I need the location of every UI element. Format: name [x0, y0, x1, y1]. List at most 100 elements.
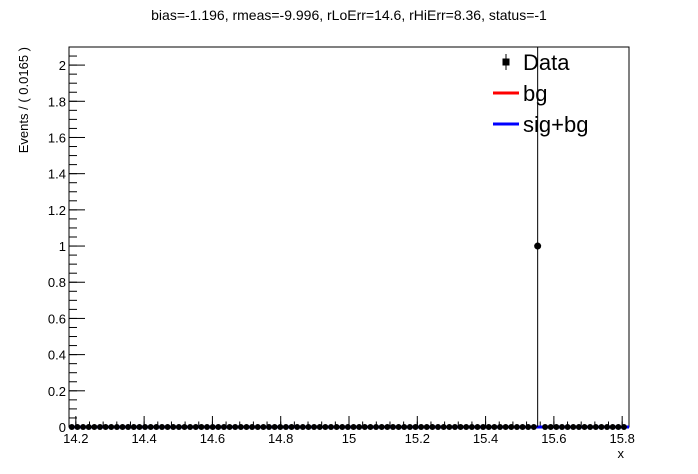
data-point-zero — [311, 424, 318, 430]
legend-label: Data — [523, 50, 570, 75]
data-point-zero — [266, 424, 273, 430]
x-tick-label: 15 — [342, 431, 356, 446]
data-point-zero — [130, 424, 137, 430]
data-point-zero — [356, 424, 363, 430]
data-point-zero — [553, 424, 560, 430]
data-point-zero — [480, 424, 487, 430]
data-point-zero — [68, 424, 75, 430]
data-point-zero — [119, 424, 126, 430]
data-point-zero — [525, 424, 532, 430]
data-point-zero — [80, 424, 87, 430]
data-point-zero — [440, 424, 447, 430]
data-point-zero — [170, 424, 177, 430]
y-tick-label: 0 — [59, 420, 66, 435]
data-point-zero — [401, 424, 408, 430]
y-tick-label: 0.6 — [48, 311, 66, 326]
y-tick-label: 1.8 — [48, 94, 66, 109]
data-point-zero — [451, 424, 458, 430]
data-point-zero — [316, 424, 323, 430]
data-point-zero — [158, 424, 165, 430]
data-point-zero — [395, 424, 402, 430]
y-tick-label: 0.4 — [48, 348, 66, 363]
data-point-zero — [181, 424, 188, 430]
data-point-zero — [327, 424, 334, 430]
data-point-zero — [457, 424, 464, 430]
legend-label: bg — [523, 81, 547, 106]
data-point-zero — [294, 424, 301, 430]
legend-label: sig+bg — [523, 112, 588, 137]
data-point-zero — [497, 424, 504, 430]
data-point-zero — [260, 424, 267, 430]
data-point-zero — [468, 424, 475, 430]
data-point-zero — [74, 424, 81, 430]
data-point-zero — [215, 424, 222, 430]
data-point-zero — [373, 424, 380, 430]
y-tick-label: 2 — [59, 58, 66, 73]
data-point-zero — [243, 424, 250, 430]
data-point-zero — [254, 424, 261, 430]
data-point-zero — [575, 424, 582, 430]
data-point-zero — [570, 424, 577, 430]
data-point-zero — [164, 424, 171, 430]
data-point-zero — [620, 424, 627, 430]
data-point-zero — [249, 424, 256, 430]
data-point-zero — [153, 424, 160, 430]
data-point-zero — [519, 424, 526, 430]
data-point-zero — [271, 424, 278, 430]
data-point-zero — [378, 424, 385, 430]
data-point-zero — [113, 424, 120, 430]
data-point-zero — [125, 424, 132, 430]
data-point-zero — [361, 424, 368, 430]
data-point-zero — [609, 424, 616, 430]
x-tick-label: 15.2 — [405, 431, 430, 446]
x-tick-label: 15.6 — [541, 431, 566, 446]
data-point-zero — [587, 424, 594, 430]
y-tick-label: 1.2 — [48, 203, 66, 218]
data-point-zero — [423, 424, 430, 430]
data-point-zero — [384, 424, 391, 430]
y-tick-label: 1.6 — [48, 130, 66, 145]
data-point-zero — [389, 424, 396, 430]
data-point-zero — [209, 424, 216, 430]
data-point-zero — [282, 424, 289, 430]
data-point-zero — [192, 424, 199, 430]
data-point-zero — [102, 424, 109, 430]
data-point-zero — [85, 424, 92, 430]
legend-marker-data-point — [502, 58, 510, 66]
data-point-zero — [491, 424, 498, 430]
data-point-zero — [226, 424, 233, 430]
data-point-zero — [147, 424, 154, 430]
data-point-zero — [367, 424, 374, 430]
data-point-zero — [91, 424, 98, 430]
data-point-zero — [564, 424, 571, 430]
data-point-zero — [198, 424, 205, 430]
x-axis: 14.2 14.4 14.6 14.8 15 15.2 15.4 15.6 15.8 — [63, 416, 635, 446]
data-point-zero — [232, 424, 239, 430]
y-tick-label: 0.2 — [48, 384, 66, 399]
data-point — [534, 242, 542, 250]
data-point-zero — [136, 424, 143, 430]
chart-title: bias=-1.196, rmeas=-9.996, rLoErr=14.6, … — [151, 7, 547, 23]
x-tick-label: 14.8 — [268, 431, 293, 446]
data-point-zero — [508, 424, 515, 430]
y-tick-label: 1.4 — [48, 167, 66, 182]
data-point-zero — [513, 424, 520, 430]
x-tick-label: 15.8 — [610, 431, 635, 446]
x-axis-title: x — [618, 446, 625, 461]
x-tick-label: 14.6 — [200, 431, 225, 446]
data-point-zero — [435, 424, 442, 430]
data-point-zero — [418, 424, 425, 430]
data-point-zero — [339, 424, 346, 430]
data-point-zero — [322, 424, 329, 430]
data-point-zero — [96, 424, 103, 430]
y-tick-label: 0.8 — [48, 275, 66, 290]
y-axis: 0 0.2 0.4 0.6 0.8 1 1.2 1.4 1.6 1.8 2 — [48, 55, 85, 435]
data-point-zero — [530, 424, 537, 430]
data-point-zero — [412, 424, 419, 430]
data-point-zero — [474, 424, 481, 430]
legend: Data bg sig+bg — [493, 50, 588, 137]
data-point-zero — [350, 424, 357, 430]
data-point-zero — [220, 424, 227, 430]
data-point-zero — [592, 424, 599, 430]
